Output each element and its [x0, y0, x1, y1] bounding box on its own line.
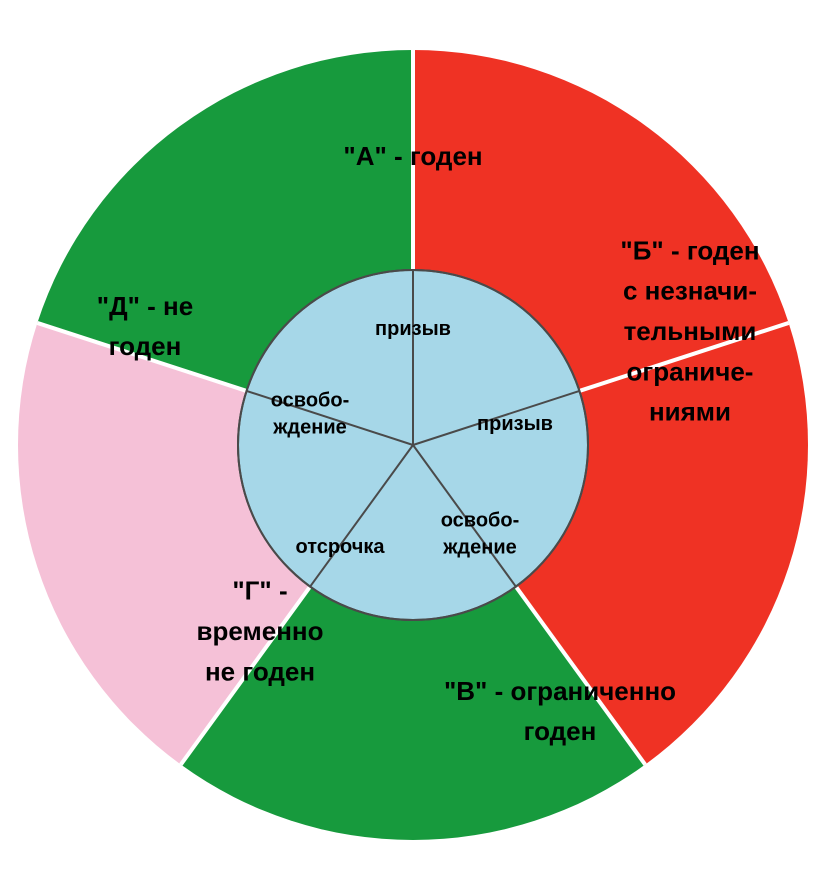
pie-chart: "А" - годен"Б" - годенс незначи-тельными… [0, 0, 827, 891]
inner-label-A: призыв [375, 318, 451, 340]
outer-label-A: "А" - годен [343, 141, 482, 171]
inner-label-G: отсрочка [295, 536, 385, 558]
inner-label-B: призыв [477, 413, 553, 435]
diagram-canvas: "А" - годен"Б" - годенс незначи-тельными… [0, 0, 827, 891]
